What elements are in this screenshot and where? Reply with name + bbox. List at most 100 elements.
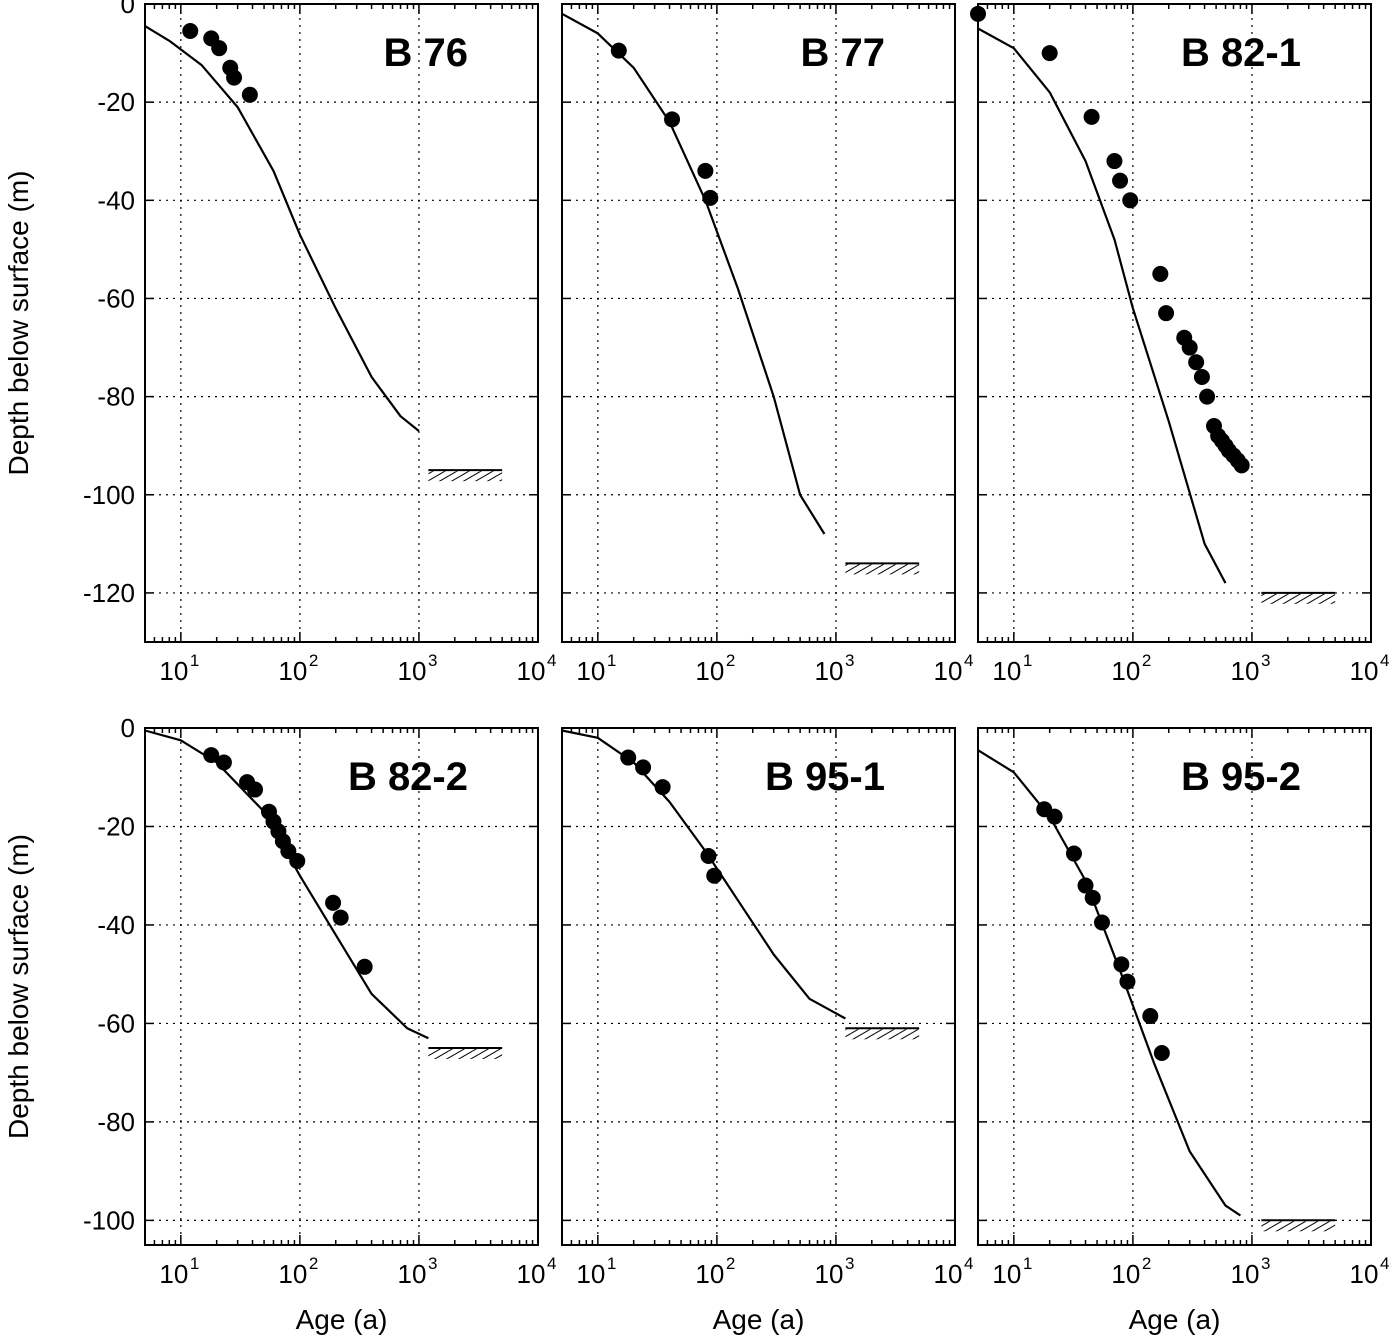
y-axis-title: Depth below surface (m)	[3, 170, 34, 475]
y-tick-label: 0	[121, 0, 135, 19]
data-point	[1119, 973, 1136, 990]
data-point	[332, 909, 349, 926]
x-tick-exponent: 4	[547, 651, 556, 670]
data-point	[664, 111, 681, 128]
x-tick-exponent: 4	[547, 1254, 556, 1273]
data-point	[1113, 956, 1130, 973]
y-tick-label: -80	[97, 1107, 135, 1137]
x-tick-label: 10	[517, 1259, 546, 1289]
data-point	[1142, 1008, 1159, 1025]
plot-frame	[977, 3, 1372, 643]
plot-frame	[144, 727, 539, 1246]
x-tick-label: 10	[517, 656, 546, 686]
model-curve	[144, 25, 420, 432]
data-point	[182, 22, 199, 39]
x-tick-label: 10	[934, 1259, 963, 1289]
x-tick-exponent: 4	[964, 651, 973, 670]
data-point	[1077, 877, 1094, 894]
panel-3: 10 1 10 2 10 3 10 4B 82-1	[970, 3, 1389, 686]
data-point	[241, 86, 258, 103]
firn-ice-boundary-hatch	[428, 1048, 503, 1059]
x-tick-label: 10	[278, 1259, 307, 1289]
plot-frame	[561, 727, 956, 1246]
panel-label: B 82-1	[1181, 31, 1301, 75]
y-tick-label: 0	[121, 713, 135, 743]
x-tick-label: 10	[576, 656, 605, 686]
x-tick-exponent: 1	[190, 1254, 199, 1273]
data-point	[706, 867, 723, 884]
data-point	[1093, 914, 1110, 931]
data-point	[1233, 457, 1250, 474]
x-tick-label: 10	[1350, 1259, 1379, 1289]
x-tick-label: 10	[159, 1259, 188, 1289]
x-tick-label: 10	[695, 1259, 724, 1289]
x-tick-exponent: 1	[1023, 1254, 1032, 1273]
x-tick-label: 10	[695, 656, 724, 686]
data-point	[1199, 388, 1216, 405]
data-point	[697, 162, 714, 179]
model-curve	[977, 27, 1227, 584]
panel-2: 10 1 10 2 10 3 10 4B 77	[561, 3, 973, 686]
data-point	[1065, 845, 1082, 862]
data-point	[289, 852, 306, 869]
x-tick-exponent: 2	[1142, 1254, 1151, 1273]
data-point	[1158, 305, 1175, 322]
y-tick-label: -60	[97, 1008, 135, 1038]
x-tick-label: 10	[1230, 1259, 1259, 1289]
data-point	[226, 69, 243, 86]
panel-label: B 95-1	[765, 755, 885, 799]
x-tick-label: 10	[159, 656, 188, 686]
x-tick-exponent: 2	[726, 1254, 735, 1273]
data-point	[247, 781, 264, 798]
x-tick-exponent: 3	[1261, 651, 1270, 670]
data-point	[1193, 368, 1210, 385]
x-tick-label: 10	[1111, 656, 1140, 686]
x-tick-exponent: 3	[845, 651, 854, 670]
x-tick-exponent: 1	[607, 1254, 616, 1273]
x-tick-label: 10	[992, 656, 1021, 686]
x-tick-label: 10	[576, 1259, 605, 1289]
x-tick-exponent: 3	[845, 1254, 854, 1273]
x-tick-exponent: 4	[1380, 651, 1389, 670]
data-point	[215, 754, 232, 771]
y-tick-label: -40	[97, 910, 135, 940]
x-tick-exponent: 2	[726, 651, 735, 670]
x-tick-label: 10	[814, 656, 843, 686]
x-axis-title: Age (a)	[713, 1304, 805, 1335]
x-axis-title: Age (a)	[296, 1304, 388, 1335]
data-point	[1122, 192, 1139, 209]
plot-frame	[977, 727, 1372, 1246]
x-tick-exponent: 4	[964, 1254, 973, 1273]
panel-label: B 76	[384, 31, 469, 75]
plot-frame	[144, 3, 539, 643]
y-tick-label: -120	[83, 578, 135, 608]
y-tick-label: -100	[83, 480, 135, 510]
data-point	[700, 848, 717, 865]
firn-ice-boundary-hatch	[845, 564, 920, 575]
data-point	[654, 779, 671, 796]
y-tick-label: -20	[97, 811, 135, 841]
x-tick-exponent: 3	[428, 651, 437, 670]
x-tick-exponent: 2	[309, 651, 318, 670]
data-point	[635, 759, 652, 776]
x-tick-exponent: 3	[1261, 1254, 1270, 1273]
panel-label: B 95-2	[1181, 755, 1301, 799]
firn-ice-boundary-hatch	[428, 471, 503, 482]
x-tick-exponent: 2	[1142, 651, 1151, 670]
x-tick-exponent: 1	[1023, 651, 1032, 670]
data-point	[1112, 172, 1129, 189]
x-tick-label: 10	[397, 1259, 426, 1289]
x-tick-label: 10	[992, 1259, 1021, 1289]
data-point	[1046, 808, 1063, 825]
data-point	[1152, 265, 1169, 282]
x-tick-label: 10	[397, 656, 426, 686]
data-point	[1041, 45, 1058, 62]
data-point	[702, 189, 719, 206]
data-point	[325, 894, 342, 911]
firn-ice-boundary-hatch	[1261, 593, 1336, 604]
x-tick-label: 10	[278, 656, 307, 686]
model-curve	[977, 749, 1242, 1217]
